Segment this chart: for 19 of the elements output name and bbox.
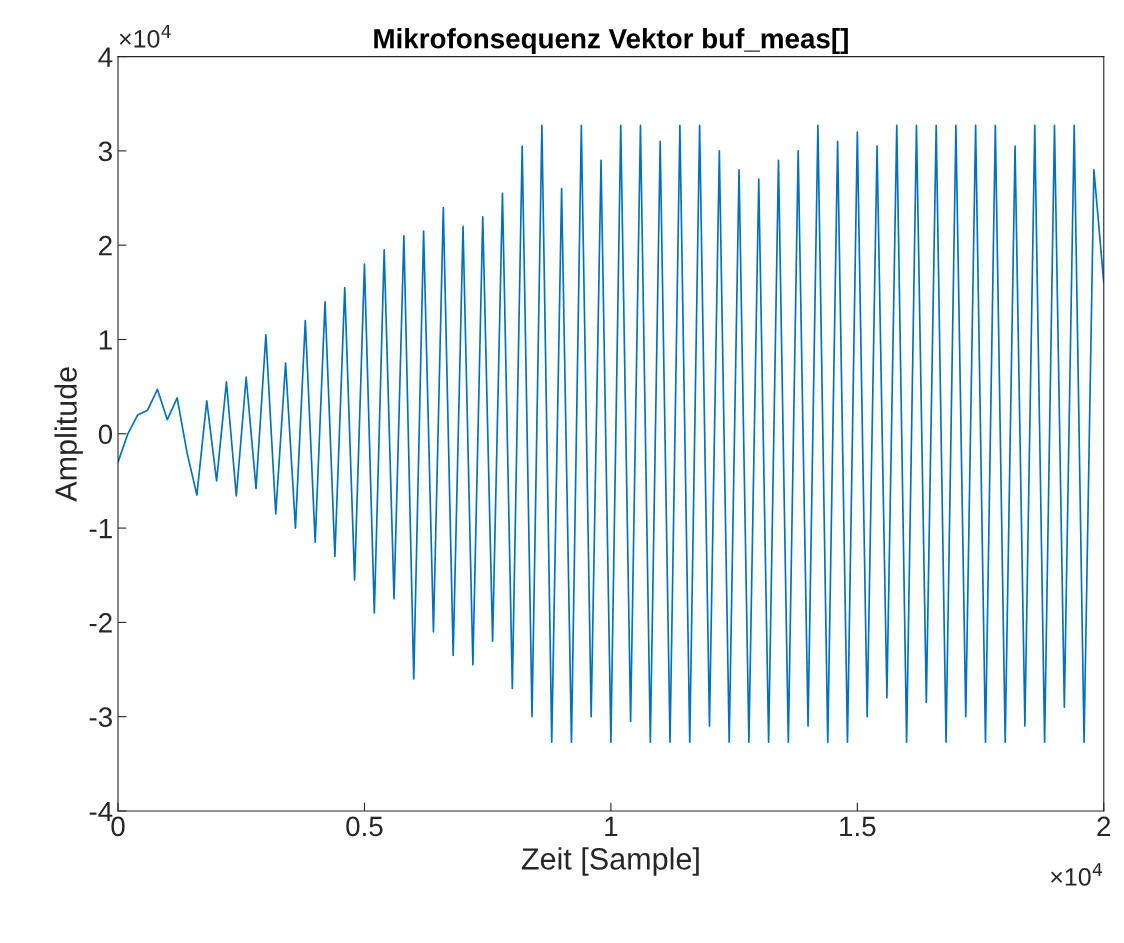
y-tick-label: -2 [89, 613, 112, 633]
chart-title: Mikrofonsequenz Vektor buf_meas[] [374, 28, 848, 55]
y-tick-label: 2 [99, 235, 112, 256]
x-tick-label: 1 [605, 816, 618, 836]
y-tick-label: -1 [89, 519, 112, 539]
x-axis-title: Zeit [Sample] [521, 847, 699, 876]
x-tick-label: 2 [1097, 816, 1111, 836]
y-tick-label: -4 [89, 801, 113, 822]
y-tick-label: -3 [89, 707, 112, 728]
text: ×10$^{4}$ [1051, 863, 1103, 886]
y-axis-title: Amplitude [54, 367, 83, 502]
x-tick-label: 0.5 [346, 816, 383, 837]
y-tick-label: 0 [98, 424, 113, 445]
y-tick-label: 1 [99, 330, 112, 350]
y-tick-label: 4 [98, 47, 113, 67]
text: ×10$^{4}$ [119, 25, 171, 48]
y-tick-label: 3 [98, 141, 112, 162]
line-series [118, 124, 1104, 743]
x-tick-label: 1.5 [840, 816, 876, 837]
